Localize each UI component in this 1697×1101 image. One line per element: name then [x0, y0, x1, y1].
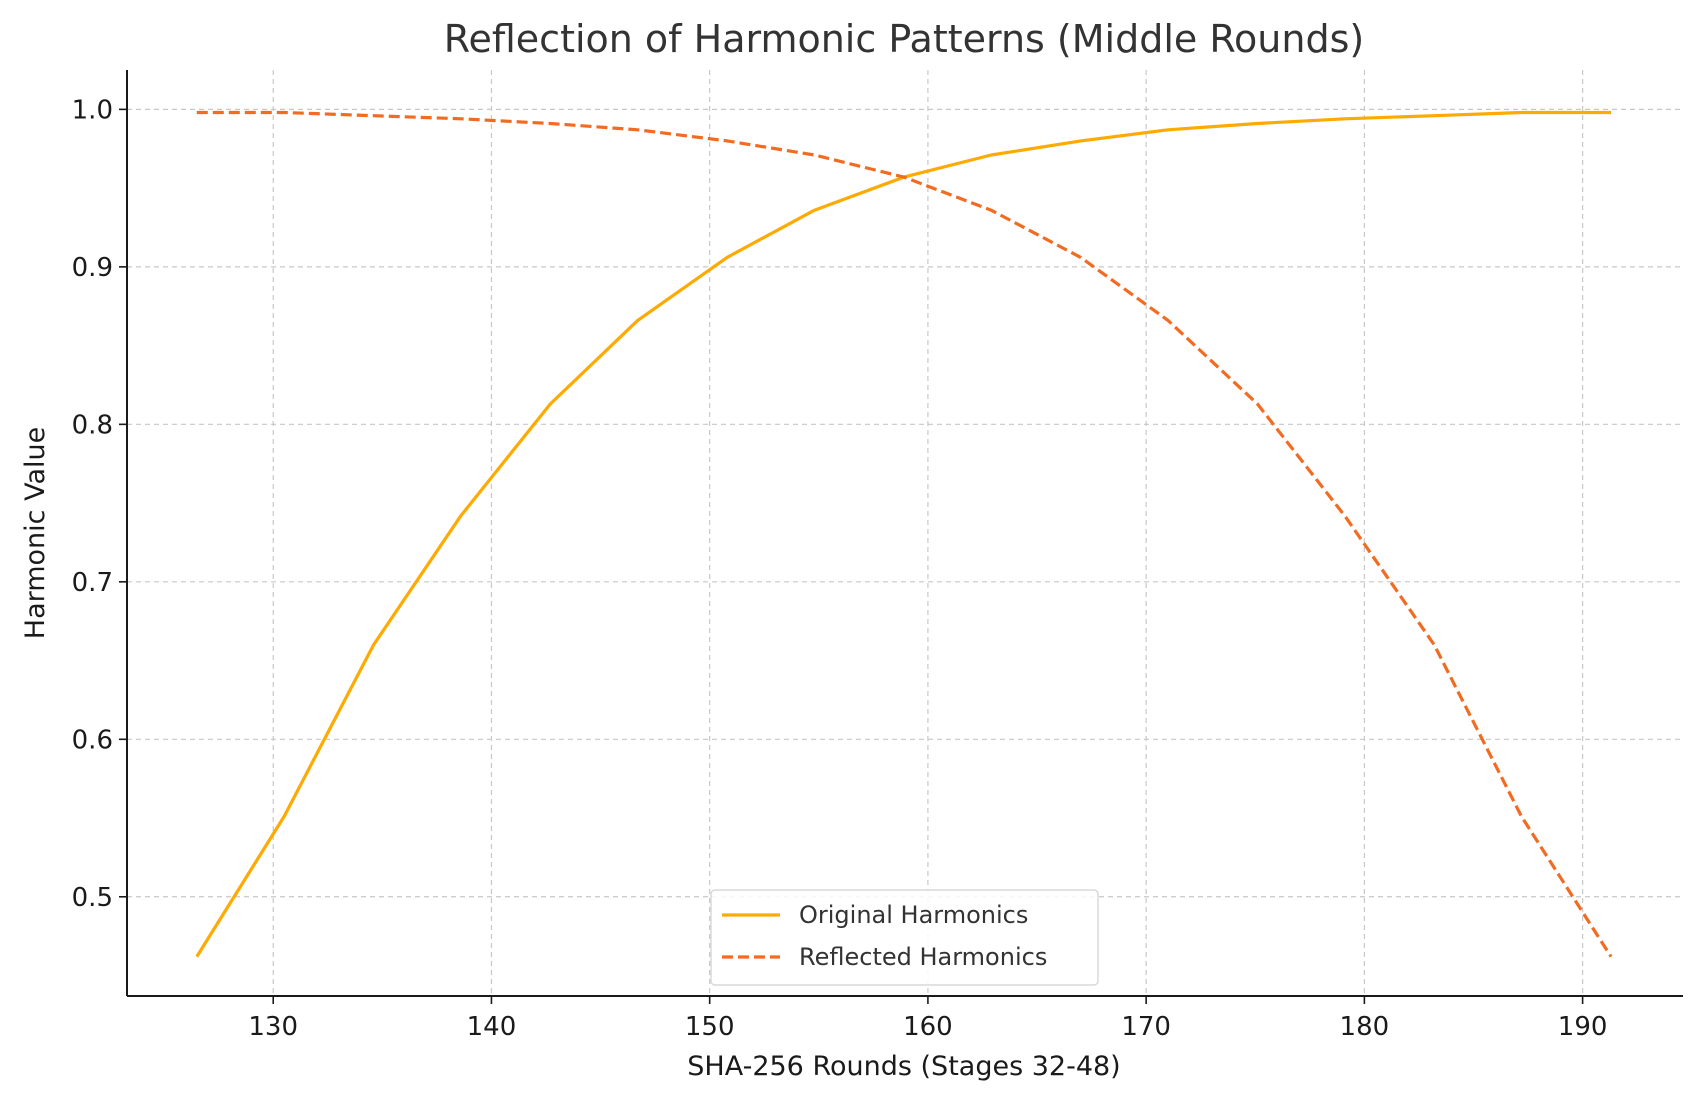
series-line-original	[195, 110, 1611, 958]
x-tick-label: 160	[903, 1012, 953, 1042]
grid	[127, 70, 1683, 996]
y-tick-label: 0.5	[72, 883, 113, 913]
legend-label-original: Original Harmonics	[799, 901, 1028, 929]
x-tick-label: 130	[248, 1012, 298, 1042]
y-tick-label: 0.8	[72, 410, 113, 440]
legend: Original Harmonics Reflected Harmonics	[710, 889, 1099, 986]
series-line-reflected	[196, 110, 1613, 958]
x-tick-label: 170	[1121, 1012, 1171, 1042]
y-tick-label: 1.0	[72, 95, 113, 125]
x-axis-label: SHA-256 Rounds (Stages 32-48)	[687, 1051, 1120, 1082]
x-ticks: 130 140 150 160 170 180 190	[248, 996, 1607, 1042]
y-tick-label: 0.6	[72, 725, 113, 755]
y-tick-label: 0.9	[72, 253, 113, 283]
y-tick-label: 0.7	[72, 568, 113, 598]
y-ticks: 0.5 0.6 0.7 0.8 0.9 1.0	[72, 95, 127, 913]
x-tick-label: 190	[1558, 1012, 1608, 1042]
x-tick-label: 180	[1340, 1012, 1390, 1042]
axes	[126, 70, 1683, 997]
legend-label-reflected: Reflected Harmonics	[799, 943, 1047, 971]
x-tick-label: 140	[467, 1012, 517, 1042]
legend-box	[710, 889, 1099, 986]
x-tick-label: 150	[685, 1012, 735, 1042]
chart-title: Reflection of Harmonic Patterns (Middle …	[444, 17, 1364, 61]
series-lines	[195, 110, 1613, 958]
y-axis-label: Harmonic Value	[20, 427, 51, 639]
